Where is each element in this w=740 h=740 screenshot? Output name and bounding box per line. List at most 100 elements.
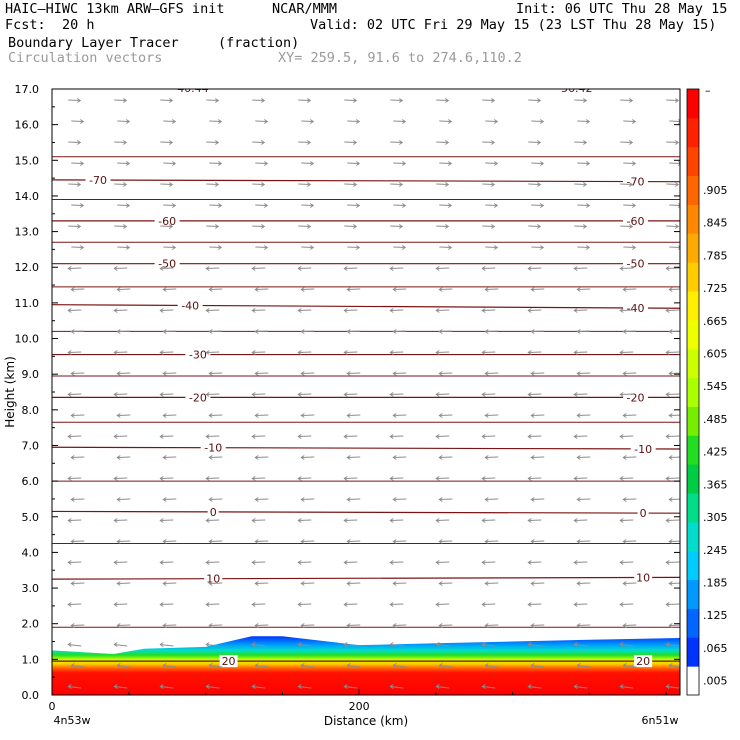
contour-label-bg: [622, 257, 648, 270]
vector-arrowhead: [632, 245, 637, 250]
vector-arrowhead: [586, 203, 591, 208]
vector-arrowhead: [70, 371, 75, 376]
vector-arrow: [160, 351, 174, 353]
colorbar-segment: [687, 175, 699, 205]
vector-arrow: [666, 351, 680, 353]
vector-arrow: [347, 456, 361, 458]
vector-arrowhead: [530, 455, 535, 460]
vector-arrowhead: [392, 581, 397, 586]
vector-arrowhead: [484, 287, 489, 292]
contour-label-top: –56.42: [556, 82, 593, 95]
vector-arrow: [669, 498, 680, 500]
vector-arrowhead: [208, 413, 213, 418]
vector-arrow: [117, 665, 131, 668]
vector-arrow: [255, 665, 269, 668]
vector-arrowhead: [261, 98, 266, 103]
vector-arrow: [255, 456, 269, 458]
colorbar-segment: [687, 521, 699, 552]
vector-arrow: [160, 603, 174, 605]
vector-arrowhead: [310, 203, 315, 208]
vector-arrowhead: [80, 245, 85, 250]
vector-arrowhead: [576, 581, 581, 586]
vector-arrowhead: [343, 684, 348, 689]
vector-arrow: [117, 624, 131, 626]
vector-arrow: [301, 120, 314, 122]
vector-arrow: [393, 582, 407, 584]
vector-arrowhead: [573, 642, 578, 647]
x-end-label-right: 6n51w: [642, 714, 679, 727]
vector-arrow: [71, 414, 85, 416]
contour-label: -30: [189, 349, 207, 362]
vector-arrow: [528, 686, 542, 689]
colorbar-label: .605: [703, 348, 728, 361]
vector-arrowhead: [251, 350, 256, 355]
vector-arrowhead: [438, 329, 443, 334]
vector-arrowhead: [261, 224, 266, 229]
vector-arrow: [160, 644, 174, 647]
vector-arrowhead: [527, 518, 532, 523]
vector-arrow: [439, 456, 453, 458]
vector-arrow: [531, 414, 545, 416]
vector-arrow: [528, 183, 541, 185]
vector-arrowhead: [67, 434, 72, 439]
vector-arrowhead: [77, 98, 82, 103]
vector-arrow: [620, 141, 633, 143]
vector-arrowhead: [300, 371, 305, 376]
contour-label: -40: [181, 299, 199, 312]
tracer-region: [52, 636, 680, 695]
vector-arrowhead: [251, 308, 256, 313]
vector-arrow: [623, 665, 637, 668]
vector-arrow: [574, 99, 587, 101]
vector-arrow: [436, 603, 450, 605]
vector-arrowhead: [435, 560, 440, 565]
vector-arrowhead: [205, 602, 210, 607]
y-tick-label: 8.0: [22, 404, 40, 417]
vector-arrow: [117, 582, 131, 584]
vector-arrow: [206, 183, 219, 185]
vector-arrow: [577, 665, 591, 668]
vector-arrow: [160, 267, 174, 269]
vector-arrow: [482, 99, 495, 101]
vector-arrow: [577, 288, 591, 290]
vector-arrowhead: [116, 497, 121, 502]
vector-arrow: [114, 351, 128, 353]
colorbar-segment: [687, 146, 699, 177]
vector-arrow: [344, 225, 357, 227]
vector-arrowhead: [297, 350, 302, 355]
vector-arrowhead: [205, 476, 210, 481]
vector-arrowhead: [159, 350, 164, 355]
vector-arrow: [163, 120, 176, 122]
vector-arrowhead: [448, 161, 453, 166]
vector-arrow: [344, 351, 358, 353]
vector-arrowhead: [116, 581, 121, 586]
vector-arrowhead: [261, 140, 266, 145]
vector-arrowhead: [448, 245, 453, 250]
colorbar-segment: [687, 666, 699, 696]
vector-arrowhead: [619, 308, 624, 313]
vector-arrowhead: [527, 350, 532, 355]
vector-arrowhead: [310, 119, 315, 124]
vector-arrowhead: [389, 602, 394, 607]
vector-arrow: [68, 267, 82, 269]
vector-arrowhead: [583, 98, 588, 103]
vector-arrow: [163, 498, 177, 500]
vector-arrowhead: [297, 602, 302, 607]
vector-arrow: [206, 519, 220, 521]
vector-arrowhead: [251, 392, 256, 397]
vector-arrow: [117, 246, 130, 248]
vector-arrow: [206, 603, 220, 605]
vector-arrowhead: [530, 329, 535, 334]
vector-arrowhead: [251, 560, 256, 565]
vector-arrow: [623, 624, 637, 626]
vector-arrow: [390, 561, 404, 563]
vector-arrow: [160, 519, 174, 521]
vector-arrowhead: [126, 245, 131, 250]
vector-arrow: [439, 414, 453, 416]
vector-arrowhead: [399, 98, 404, 103]
vector-arrowhead: [169, 140, 174, 145]
vector-arrowhead: [527, 684, 532, 689]
vector-arrowhead: [113, 350, 118, 355]
vector-arrow: [301, 456, 315, 458]
colorbar-label: .185: [703, 576, 728, 589]
vector-arrowhead: [392, 539, 397, 544]
